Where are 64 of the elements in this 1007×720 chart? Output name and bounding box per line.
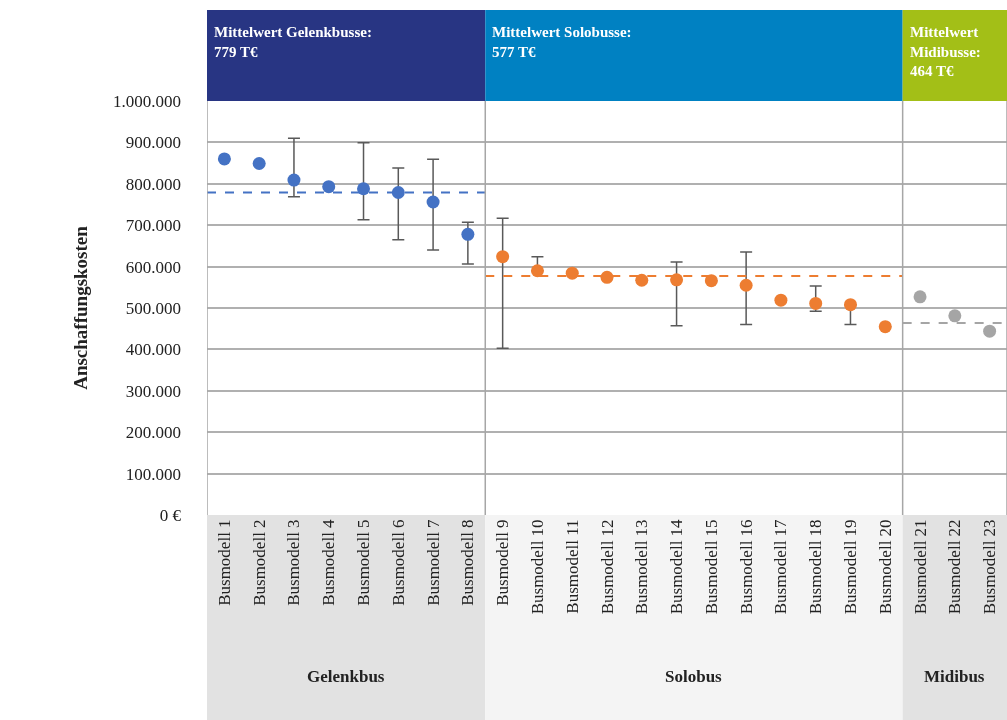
- x-tick-label: Busmodell 21: [910, 519, 930, 615]
- point: [357, 182, 371, 196]
- point: [565, 266, 579, 280]
- x-tick-label: Busmodell 17: [771, 518, 791, 615]
- text: Mittelwert Midibusse: 464 T€: [910, 24, 981, 79]
- point: [739, 278, 753, 292]
- point: [217, 152, 231, 166]
- x-tick-label: Busmodell 6: [388, 519, 408, 606]
- x-tick-label: Busmodell 8: [458, 519, 478, 606]
- x-tick-label: Busmodell 23: [980, 519, 1000, 615]
- x-tick-label: Busmodell 7: [423, 518, 443, 606]
- y-axis-title: Anschaffungskosten: [69, 225, 91, 390]
- x-tick-label: Busmodell 13: [632, 519, 652, 615]
- point: [426, 195, 440, 209]
- point: [670, 273, 684, 287]
- x-tick-label: Busmodell 10: [527, 519, 547, 615]
- y-tick-label: 100.000: [125, 464, 181, 484]
- point: [983, 324, 997, 338]
- point: [843, 298, 857, 312]
- point: [600, 270, 614, 284]
- x-tick-label: Busmodell 16: [736, 519, 756, 615]
- point: [391, 185, 405, 199]
- point: [496, 250, 510, 264]
- x-tick-label: Busmodell 5: [354, 519, 374, 606]
- x-tick-label: Busmodell 20: [875, 519, 895, 615]
- y-tick-label: 900.000: [125, 133, 181, 153]
- point: [322, 180, 336, 194]
- text: Solobus: [665, 667, 723, 686]
- y-tick-label: 0 €: [159, 505, 182, 525]
- x-tick-label: Busmodell 15: [701, 519, 721, 615]
- point: [704, 274, 718, 288]
- point: [809, 296, 823, 310]
- y-tick-label: 200.000: [125, 423, 181, 443]
- y-tick-label: 1.000.000: [113, 91, 181, 111]
- y-tick-label: 600.000: [125, 257, 181, 277]
- text: Mittelwert Gelenkbusse: 779 T€: [214, 24, 372, 60]
- x-tick-label: Busmodell 12: [597, 519, 617, 615]
- x-tick-label: Busmodell 2: [249, 519, 269, 606]
- text: Gelenkbus: [307, 667, 385, 686]
- point: [252, 157, 266, 170]
- x-tick-label: Busmodell 11: [562, 519, 582, 614]
- x-tick-label: Busmodell 22: [945, 519, 965, 615]
- point: [774, 293, 788, 307]
- point: [287, 173, 301, 187]
- y-tick-label: 700.000: [125, 216, 181, 236]
- y-tick-label: 500.000: [125, 298, 181, 318]
- point: [913, 290, 927, 304]
- x-tick-label: Busmodell 18: [806, 519, 826, 615]
- x-tick-label: Busmodell 3: [284, 519, 304, 606]
- x-tick-label: Busmodell 4: [319, 518, 339, 606]
- point: [878, 320, 892, 334]
- point: [948, 309, 962, 323]
- x-tick-label: Busmodell 9: [493, 519, 513, 606]
- y-tick-label: 800.000: [125, 174, 181, 194]
- text: Midibus: [924, 667, 985, 686]
- point: [530, 264, 544, 278]
- point: [461, 227, 475, 241]
- point: [635, 273, 649, 287]
- x-tick-label: Busmodell 14: [667, 518, 687, 615]
- y-tick-label: 400.000: [125, 340, 181, 360]
- y-tick-label: 300.000: [125, 381, 181, 401]
- x-tick-label: Busmodell 19: [841, 519, 861, 615]
- text: Mittelwert Solobusse: 577 T€: [492, 24, 632, 60]
- x-tick-label: Busmodell 1: [214, 519, 234, 606]
